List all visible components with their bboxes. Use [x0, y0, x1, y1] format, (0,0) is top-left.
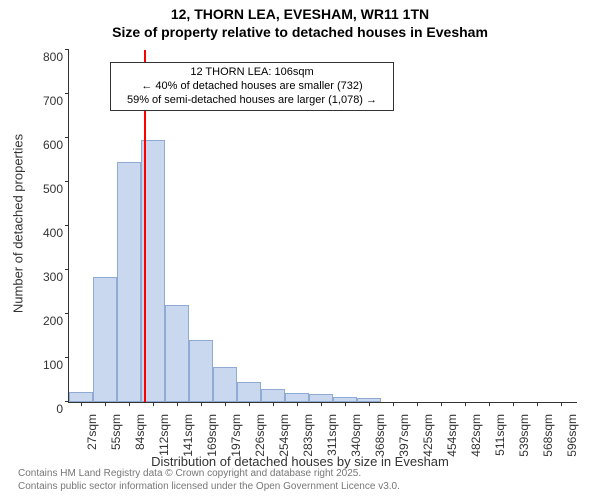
x-tick-mark [345, 402, 346, 406]
x-tick-mark [417, 402, 418, 406]
x-tick-label: 27sqm [85, 408, 99, 450]
x-tick-label: 226sqm [253, 408, 267, 457]
x-tick-label: 368sqm [373, 408, 387, 457]
footer-attribution: Contains HM Land Registry data © Crown c… [0, 468, 600, 493]
x-tick-label: 425sqm [421, 408, 435, 457]
histogram-bar [237, 382, 261, 402]
y-tick-mark [65, 93, 69, 94]
x-tick-mark [249, 402, 250, 406]
x-tick-label: 511sqm [493, 408, 507, 456]
histogram-bar [261, 389, 285, 402]
x-tick-mark [273, 402, 274, 406]
y-tick-label: 300 [43, 270, 69, 284]
x-tick-label: 454sqm [445, 408, 459, 457]
y-tick-label: 800 [43, 50, 69, 64]
x-tick-mark [489, 402, 490, 406]
x-tick-label: 141sqm [181, 408, 195, 457]
chart-title-address: 12, THORN LEA, EVESHAM, WR11 1TN [0, 6, 600, 22]
chart-container: 12, THORN LEA, EVESHAM, WR11 1TN Size of… [0, 0, 600, 500]
y-tick-label: 0 [56, 402, 69, 416]
x-tick-label: 539sqm [517, 408, 531, 457]
x-tick-mark [561, 402, 562, 406]
x-tick-label: 84sqm [133, 408, 147, 450]
x-tick-mark [297, 402, 298, 406]
histogram-bar [309, 394, 333, 402]
y-tick-mark [65, 49, 69, 50]
x-tick-mark [81, 402, 82, 406]
y-tick-label: 100 [43, 358, 69, 372]
y-tick-mark [65, 269, 69, 270]
x-tick-mark [393, 402, 394, 406]
x-tick-label: 169sqm [205, 408, 219, 457]
y-tick-mark [65, 357, 69, 358]
x-tick-label: 568sqm [541, 408, 555, 457]
x-tick-mark [465, 402, 466, 406]
y-tick-mark [65, 181, 69, 182]
y-tick-mark [65, 225, 69, 226]
x-tick-label: 254sqm [277, 408, 291, 457]
x-tick-mark [105, 402, 106, 406]
x-tick-mark [513, 402, 514, 406]
histogram-bar [213, 367, 237, 402]
x-tick-mark [537, 402, 538, 406]
x-tick-mark [129, 402, 130, 406]
y-axis-label: Number of detached properties [11, 124, 26, 324]
x-tick-mark [201, 402, 202, 406]
annotation-line1: 12 THORN LEA: 106sqm [117, 66, 387, 80]
histogram-bar [165, 305, 189, 402]
y-tick-mark [65, 313, 69, 314]
footer-line1: Contains HM Land Registry data © Crown c… [18, 468, 600, 481]
chart-title-subtitle: Size of property relative to detached ho… [0, 24, 600, 40]
x-tick-mark [321, 402, 322, 406]
y-tick-label: 400 [43, 226, 69, 240]
y-tick-label: 700 [43, 94, 69, 108]
x-tick-mark [441, 402, 442, 406]
footer-line2: Contains public sector information licen… [18, 481, 600, 494]
histogram-bar [285, 393, 309, 402]
x-tick-mark [369, 402, 370, 406]
x-tick-label: 311sqm [325, 408, 339, 456]
annotation-callout: 12 THORN LEA: 106sqm ← 40% of detached h… [110, 62, 394, 111]
x-tick-label: 112sqm [157, 408, 171, 456]
x-axis-label: Distribution of detached houses by size … [0, 454, 600, 469]
x-tick-label: 596sqm [565, 408, 579, 457]
y-tick-label: 200 [43, 314, 69, 328]
x-tick-label: 482sqm [469, 408, 483, 457]
annotation-line2: ← 40% of detached houses are smaller (73… [117, 80, 387, 94]
x-tick-mark [225, 402, 226, 406]
x-tick-label: 55sqm [109, 408, 123, 450]
y-tick-mark [65, 137, 69, 138]
x-tick-label: 283sqm [301, 408, 315, 457]
histogram-bar [93, 277, 117, 402]
x-tick-label: 397sqm [397, 408, 411, 457]
y-tick-label: 600 [43, 138, 69, 152]
histogram-bar [69, 392, 93, 402]
x-tick-mark [177, 402, 178, 406]
x-tick-label: 340sqm [349, 408, 363, 457]
x-tick-mark [153, 402, 154, 406]
annotation-line3: 59% of semi-detached houses are larger (… [117, 94, 387, 108]
x-tick-label: 197sqm [229, 408, 243, 457]
histogram-bar [189, 340, 213, 402]
histogram-bar [117, 162, 141, 402]
y-tick-label: 500 [43, 182, 69, 196]
